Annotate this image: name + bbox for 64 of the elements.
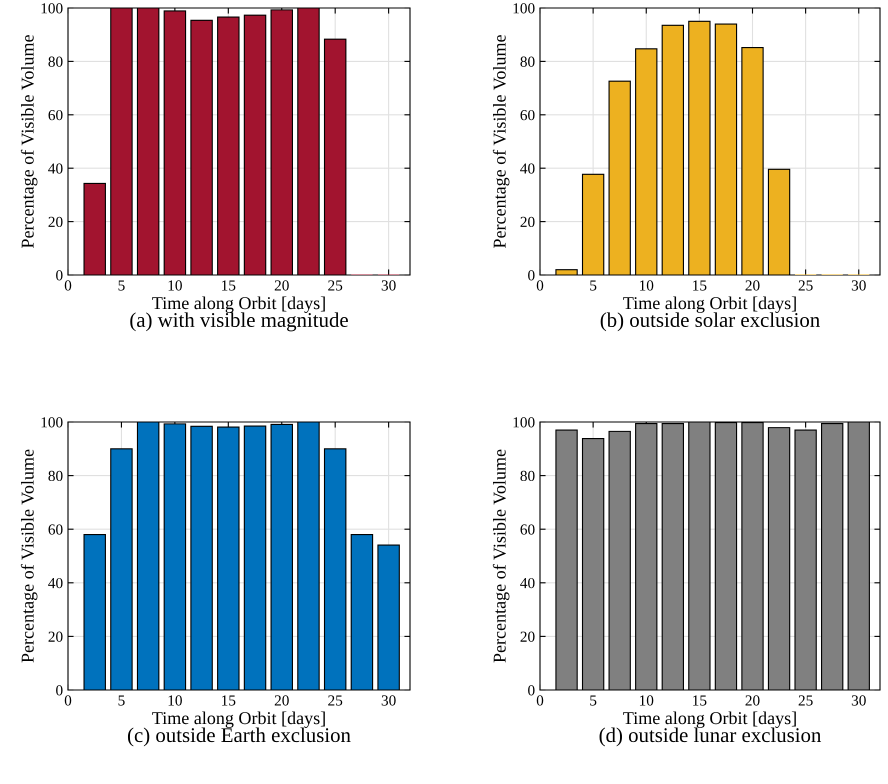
x-tick-label: 30 — [852, 280, 866, 291]
y-tick-label: 40 — [48, 163, 63, 174]
y-tick-label: 20 — [48, 632, 63, 642]
x-tick-label: 20 — [746, 695, 760, 706]
y-tick-label: 0 — [528, 685, 535, 696]
text: (d) outside lunar exclusion — [600, 728, 822, 746]
y-axis-title: Percentage of Visible Volume — [492, 450, 510, 663]
x-tick-label: 10 — [168, 280, 182, 291]
y-tick-label: 40 — [48, 578, 63, 588]
x-tick-label: 15 — [693, 695, 706, 706]
x-tick-label: 0 — [64, 280, 72, 291]
y-tick-label: 80 — [520, 470, 535, 482]
x-tick-label: 30 — [382, 280, 396, 291]
x-tick-label: 10 — [640, 280, 654, 291]
x-axis-title: Time along Orbit [days] — [623, 711, 796, 728]
x-tick-label: 5 — [590, 280, 596, 291]
y-tick-label: 0 — [528, 270, 535, 280]
y-tick-label: 20 — [520, 216, 535, 228]
y-tick-label: 80 — [48, 56, 63, 67]
y-axis-title: Percentage of Visible Volume — [20, 450, 38, 663]
x-tick-label: 15 — [693, 280, 706, 291]
x-axis-title: Time along Orbit [days] — [152, 296, 325, 313]
x-tick-label: 30 — [382, 695, 396, 706]
y-tick-label: 100 — [42, 3, 63, 14]
y-tick-label: 100 — [42, 417, 63, 428]
x-tick-label: 25 — [798, 695, 813, 706]
x-axis-title: Time along Orbit [days] — [152, 711, 325, 728]
y-tick-label: 60 — [520, 110, 535, 120]
y-tick-label: 0 — [56, 685, 63, 696]
y-tick-label: 40 — [520, 578, 535, 588]
y-tick-label: 60 — [48, 524, 63, 535]
y-axis-title: Percentage of Visible Volume — [492, 35, 510, 248]
x-tick-label: 10 — [168, 695, 182, 706]
x-tick-label: 0 — [536, 280, 544, 291]
y-tick-label: 20 — [48, 216, 63, 228]
y-tick-label: 80 — [520, 56, 535, 67]
y-tick-label: 100 — [514, 3, 535, 14]
y-tick-label: 20 — [520, 632, 535, 642]
x-tick-label: 15 — [222, 280, 236, 291]
x-tick-label: 20 — [274, 695, 289, 706]
x-tick-label: 5 — [118, 695, 125, 706]
text: (b) outside solar exclusion — [600, 312, 820, 332]
text: (c) outside Earth exclusion — [128, 728, 351, 746]
y-tick-label: 60 — [48, 110, 63, 120]
x-tick-label: 10 — [640, 695, 654, 706]
y-tick-label: 100 — [514, 417, 535, 428]
x-tick-label: 5 — [118, 280, 125, 291]
x-axis-title: Time along Orbit [days] — [623, 296, 796, 313]
text: (a) with visible magnitude — [130, 312, 348, 332]
x-tick-label: 30 — [852, 695, 866, 706]
y-tick-label: 0 — [56, 270, 63, 280]
y-axis-title: Percentage of Visible Volume — [20, 35, 38, 248]
y-tick-label: 40 — [520, 163, 535, 174]
x-tick-label: 25 — [328, 695, 342, 706]
x-tick-label: 25 — [798, 280, 813, 291]
x-tick-label: 15 — [222, 695, 236, 706]
x-tick-label: 20 — [274, 280, 289, 291]
x-tick-label: 25 — [328, 280, 342, 291]
y-tick-label: 60 — [520, 524, 535, 535]
y-tick-label: 80 — [48, 470, 63, 482]
x-tick-label: 0 — [64, 695, 72, 706]
x-tick-label: 5 — [590, 695, 596, 706]
x-tick-label: 0 — [536, 695, 544, 706]
x-tick-label: 20 — [746, 280, 760, 291]
